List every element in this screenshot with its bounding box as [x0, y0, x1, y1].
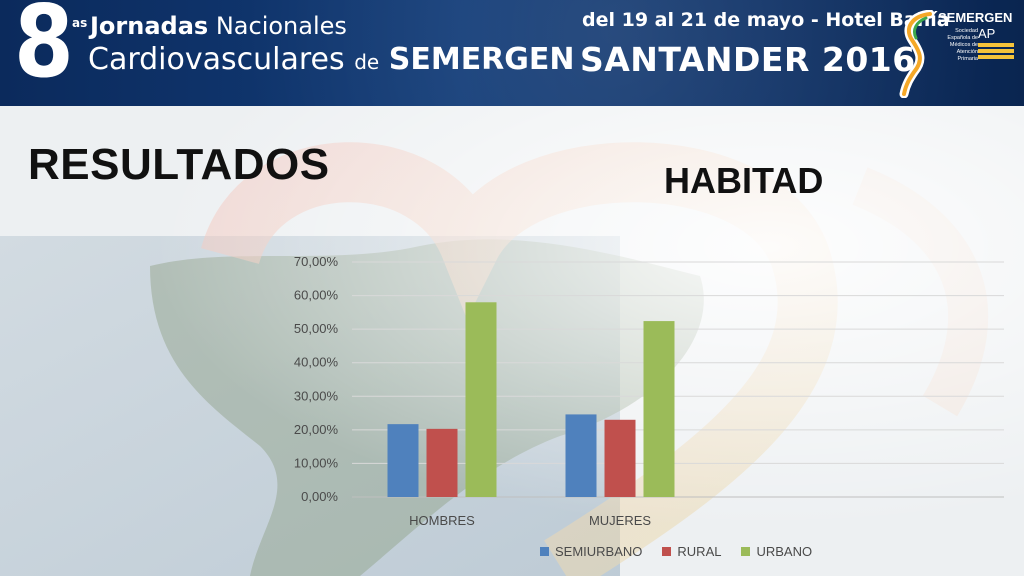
slide-title: RESULTADOS	[28, 140, 330, 189]
bar-semiurbano-hombres	[387, 424, 419, 497]
y-axis-ticks: 0,00% 10,00% 20,00% 30,00% 40,00% 50,00% 60,00…	[294, 254, 339, 504]
legend-swatch	[540, 547, 549, 556]
y-tick-label: 50,00%	[294, 321, 339, 336]
legend-swatch	[662, 547, 672, 556]
legend-item-urbano: URBANO	[741, 544, 812, 559]
legend-label: SEMIURBANO	[555, 544, 643, 559]
y-tick-label: 70,00%	[294, 254, 339, 269]
legend-item-rural: RURAL	[662, 544, 721, 559]
x-category-label: MUJERES	[589, 513, 651, 528]
legend-label: URBANO	[756, 544, 813, 559]
bar-rural-mujeres	[604, 419, 636, 497]
legend-label: RURAL	[677, 544, 722, 559]
y-tick-label: 60,00%	[294, 288, 339, 303]
y-tick-label: 0,00%	[301, 489, 338, 504]
bar-urbano-hombres	[465, 302, 497, 497]
bar-urbano-mujeres	[643, 321, 675, 497]
y-tick-label: 40,00%	[294, 355, 339, 370]
bar-semiurbano-mujeres	[565, 414, 597, 497]
y-tick-label: 20,00%	[294, 422, 339, 437]
chart-legend: SEMIURBANO RURAL URBANO	[540, 544, 812, 559]
x-axis-categories: HOMBRES MUJERES	[409, 513, 651, 528]
bar-rural-hombres	[426, 428, 458, 497]
x-category-label: HOMBRES	[409, 513, 475, 528]
y-tick-label: 10,00%	[294, 455, 339, 470]
background-art	[0, 106, 1024, 576]
legend-item-semiurbano: SEMIURBANO	[540, 544, 642, 559]
header-banner: 8 as Jornadas Nacionales Cardiovasculare…	[0, 0, 1024, 106]
y-tick-label: 30,00%	[294, 388, 339, 403]
chart-gridlines	[352, 261, 1004, 498]
chart-subtitle: HABITAD	[664, 160, 824, 201]
legend-swatch	[741, 547, 751, 556]
chart-bars	[387, 302, 675, 497]
